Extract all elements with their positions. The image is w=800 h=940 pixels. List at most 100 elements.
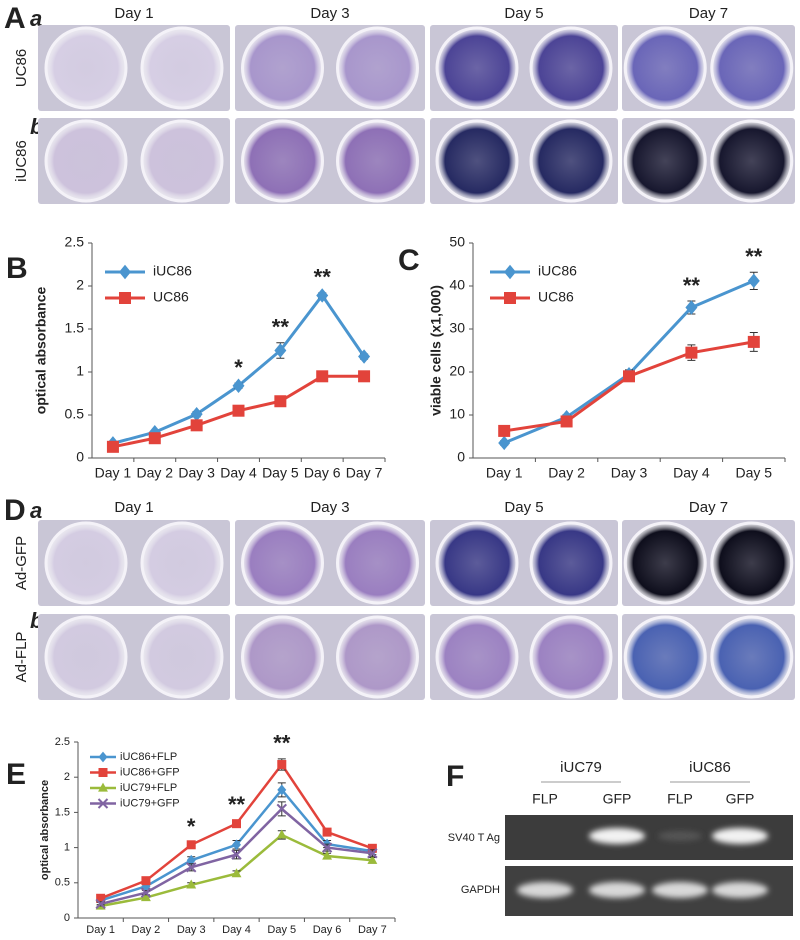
marker: [322, 850, 333, 860]
marker: [322, 827, 332, 837]
significance: **: [272, 315, 290, 340]
band: [589, 828, 645, 844]
well: [140, 615, 224, 699]
well: [140, 119, 224, 203]
band: [712, 828, 768, 844]
y-tick-label: 50: [449, 234, 465, 250]
marker: [140, 887, 152, 898]
panel-label: A: [4, 2, 26, 35]
marker: [119, 264, 131, 280]
well: [529, 26, 613, 110]
significance: **: [745, 244, 763, 269]
well: [435, 26, 519, 110]
lane-label: GFP: [726, 791, 755, 807]
well: [44, 615, 128, 699]
well: [140, 26, 224, 110]
well: [623, 521, 707, 605]
y-tick-label: 0: [457, 449, 465, 465]
legend-label: iUC79+FLP: [120, 782, 177, 794]
y-tick-label: 2.5: [55, 736, 70, 748]
well: [435, 521, 519, 605]
significance: **: [228, 792, 246, 817]
well: [710, 615, 794, 699]
y-axis-label: viable cells (x1,000): [428, 285, 444, 416]
significance: *: [234, 355, 243, 380]
panel-label: D: [4, 494, 26, 527]
significance: **: [273, 731, 291, 756]
significance: **: [314, 265, 332, 290]
well: [241, 26, 324, 110]
x-tick-label: Day 1: [486, 465, 523, 481]
day-label: Day 1: [114, 499, 153, 516]
marker: [321, 842, 333, 853]
marker: [367, 848, 378, 859]
legend-label: iUC86: [538, 263, 577, 279]
x-tick-label: Day 5: [267, 924, 296, 936]
panel-label: E: [6, 758, 26, 791]
day-label: Day 3: [310, 499, 349, 516]
marker: [276, 829, 287, 839]
marker: [232, 404, 245, 417]
day-label: Day 5: [504, 5, 543, 22]
well: [623, 119, 707, 203]
series-line: [503, 340, 755, 433]
sub-label: a: [30, 6, 42, 31]
legend-label: iUC86+FLP: [120, 751, 177, 763]
well: [623, 615, 707, 699]
significance: **: [683, 273, 701, 298]
y-tick-label: 1: [64, 842, 70, 854]
well: [529, 119, 613, 203]
x-tick-label: Day 2: [132, 924, 161, 936]
y-tick-label: 0.5: [65, 406, 85, 422]
band: [589, 882, 645, 898]
well: [623, 26, 707, 110]
lane-label: FLP: [532, 791, 558, 807]
panel-label: F: [446, 760, 464, 793]
day-label: Day 7: [689, 499, 728, 516]
well: [435, 119, 519, 203]
x-tick-label: Day 7: [346, 465, 383, 481]
marker: [190, 406, 203, 422]
marker: [231, 868, 242, 878]
well: [241, 119, 324, 203]
marker: [560, 415, 573, 428]
y-tick-label: 1.5: [65, 320, 85, 336]
marker: [232, 819, 241, 829]
x-tick-label: Day 2: [136, 465, 173, 481]
well: [140, 521, 224, 605]
band: [652, 882, 708, 898]
marker: [141, 876, 151, 886]
well: [710, 521, 794, 605]
marker: [140, 892, 151, 902]
y-tick-label: 2: [76, 277, 84, 293]
y-axis-label: optical absorbance: [33, 286, 49, 414]
day-label: Day 3: [310, 5, 349, 22]
marker: [504, 264, 516, 280]
y-tick-label: 0: [76, 449, 84, 465]
panel-label: B: [6, 252, 28, 285]
marker: [98, 768, 108, 777]
marker: [190, 419, 203, 432]
marker: [186, 854, 196, 866]
marker: [186, 840, 196, 850]
marker: [277, 760, 287, 770]
sub-label: a: [30, 498, 42, 523]
y-tick-label: 1: [76, 363, 84, 379]
marker: [498, 435, 511, 451]
well: [336, 521, 419, 605]
marker: [274, 343, 287, 358]
day-label: Day 5: [504, 499, 543, 516]
marker: [685, 346, 698, 359]
well: [336, 615, 419, 699]
y-tick-label: 10: [449, 406, 465, 422]
row-label: GAPDH: [461, 884, 500, 896]
marker: [358, 370, 371, 383]
row-label: iUC86: [13, 140, 30, 182]
x-tick-label: Day 4: [222, 924, 251, 936]
well: [336, 26, 419, 110]
y-tick-label: 2: [64, 771, 70, 783]
y-tick-label: 1.5: [55, 806, 70, 818]
marker: [277, 784, 287, 796]
marker: [148, 432, 161, 445]
group-label: iUC79: [560, 759, 602, 776]
